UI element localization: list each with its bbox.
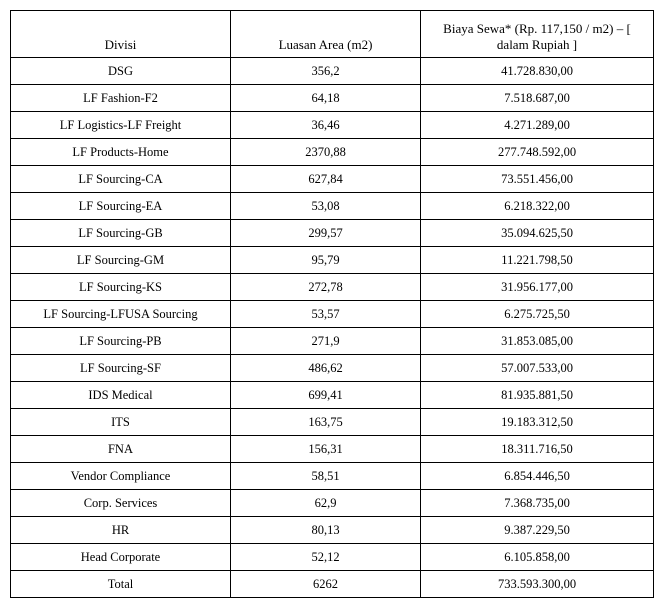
table-cell: 53,57	[231, 301, 421, 328]
table-cell: 57.007.533,00	[421, 355, 654, 382]
table-row: LF Sourcing-KS272,7831.956.177,00	[11, 274, 654, 301]
table-cell: 733.593.300,00	[421, 571, 654, 598]
table-row: DSG356,241.728.830,00	[11, 58, 654, 85]
table-cell: 156,31	[231, 436, 421, 463]
table-cell: 7.368.735,00	[421, 490, 654, 517]
table-cell: LF Sourcing-PB	[11, 328, 231, 355]
table-row: Total6262733.593.300,00	[11, 571, 654, 598]
table-cell: 31.956.177,00	[421, 274, 654, 301]
table-cell: IDS Medical	[11, 382, 231, 409]
table-cell: 4.271.289,00	[421, 112, 654, 139]
table-row: LF Sourcing-GM95,7911.221.798,50	[11, 247, 654, 274]
table-cell: ITS	[11, 409, 231, 436]
table-cell: 11.221.798,50	[421, 247, 654, 274]
table-cell: 272,78	[231, 274, 421, 301]
table-cell: 6262	[231, 571, 421, 598]
table-cell: FNA	[11, 436, 231, 463]
table-body: DSG356,241.728.830,00LF Fashion-F264,187…	[11, 58, 654, 598]
table-cell: 271,9	[231, 328, 421, 355]
table-cell: 356,2	[231, 58, 421, 85]
table-cell: 31.853.085,00	[421, 328, 654, 355]
table-cell: 80,13	[231, 517, 421, 544]
table-cell: LF Sourcing-GB	[11, 220, 231, 247]
table-cell: 64,18	[231, 85, 421, 112]
table-cell: 6.275.725,50	[421, 301, 654, 328]
table-cell: 2370,88	[231, 139, 421, 166]
table-row: LF Sourcing-CA627,8473.551.456,00	[11, 166, 654, 193]
table-cell: 6.218.322,00	[421, 193, 654, 220]
table-row: HR80,139.387.229,50	[11, 517, 654, 544]
table-cell: 81.935.881,50	[421, 382, 654, 409]
table-cell: 62,9	[231, 490, 421, 517]
table-cell: HR	[11, 517, 231, 544]
table-row: IDS Medical699,4181.935.881,50	[11, 382, 654, 409]
col-header-biaya: Biaya Sewa* (Rp. 117,150 / m2) – [ dalam…	[421, 11, 654, 58]
table-cell: Head Corporate	[11, 544, 231, 571]
table-cell: LF Sourcing-EA	[11, 193, 231, 220]
table-cell: LF Sourcing-KS	[11, 274, 231, 301]
table-cell: 277.748.592,00	[421, 139, 654, 166]
col-header-luasan: Luasan Area (m2)	[231, 11, 421, 58]
table-cell: 52,12	[231, 544, 421, 571]
table-cell: 19.183.312,50	[421, 409, 654, 436]
table-cell: LF Logistics-LF Freight	[11, 112, 231, 139]
table-row: LF Products-Home2370,88277.748.592,00	[11, 139, 654, 166]
table-row: LF Sourcing-PB271,931.853.085,00	[11, 328, 654, 355]
table-row: Head Corporate52,126.105.858,00	[11, 544, 654, 571]
table-cell: 6.105.858,00	[421, 544, 654, 571]
table-cell: 7.518.687,00	[421, 85, 654, 112]
table-cell: LF Products-Home	[11, 139, 231, 166]
table-row: Corp. Services62,97.368.735,00	[11, 490, 654, 517]
data-table: Divisi Luasan Area (m2) Biaya Sewa* (Rp.…	[10, 10, 654, 598]
col-header-divisi: Divisi	[11, 11, 231, 58]
table-row: Vendor Compliance58,516.854.446,50	[11, 463, 654, 490]
table-cell: 486,62	[231, 355, 421, 382]
table-row: LF Logistics-LF Freight36,464.271.289,00	[11, 112, 654, 139]
table-cell: DSG	[11, 58, 231, 85]
table-header-row: Divisi Luasan Area (m2) Biaya Sewa* (Rp.…	[11, 11, 654, 58]
table-cell: 627,84	[231, 166, 421, 193]
table-row: ITS163,7519.183.312,50	[11, 409, 654, 436]
table-cell: LF Sourcing-CA	[11, 166, 231, 193]
table-row: LF Sourcing-EA53,086.218.322,00	[11, 193, 654, 220]
table-cell: 35.094.625,50	[421, 220, 654, 247]
table-row: FNA156,3118.311.716,50	[11, 436, 654, 463]
table-cell: 9.387.229,50	[421, 517, 654, 544]
table-row: LF Sourcing-LFUSA Sourcing53,576.275.725…	[11, 301, 654, 328]
table-row: LF Sourcing-SF486,6257.007.533,00	[11, 355, 654, 382]
table-cell: 699,41	[231, 382, 421, 409]
table-cell: 41.728.830,00	[421, 58, 654, 85]
table-cell: Corp. Services	[11, 490, 231, 517]
table-cell: Vendor Compliance	[11, 463, 231, 490]
table-cell: 18.311.716,50	[421, 436, 654, 463]
table-row: LF Fashion-F264,187.518.687,00	[11, 85, 654, 112]
table-cell: 73.551.456,00	[421, 166, 654, 193]
table-cell: LF Sourcing-SF	[11, 355, 231, 382]
table-cell: 53,08	[231, 193, 421, 220]
table-cell: LF Sourcing-GM	[11, 247, 231, 274]
table-cell: 6.854.446,50	[421, 463, 654, 490]
table-cell: 299,57	[231, 220, 421, 247]
table-cell: 163,75	[231, 409, 421, 436]
table-cell: LF Sourcing-LFUSA Sourcing	[11, 301, 231, 328]
table-cell: LF Fashion-F2	[11, 85, 231, 112]
table-cell: 36,46	[231, 112, 421, 139]
table-row: LF Sourcing-GB299,5735.094.625,50	[11, 220, 654, 247]
table-cell: 58,51	[231, 463, 421, 490]
table-cell: Total	[11, 571, 231, 598]
table-cell: 95,79	[231, 247, 421, 274]
